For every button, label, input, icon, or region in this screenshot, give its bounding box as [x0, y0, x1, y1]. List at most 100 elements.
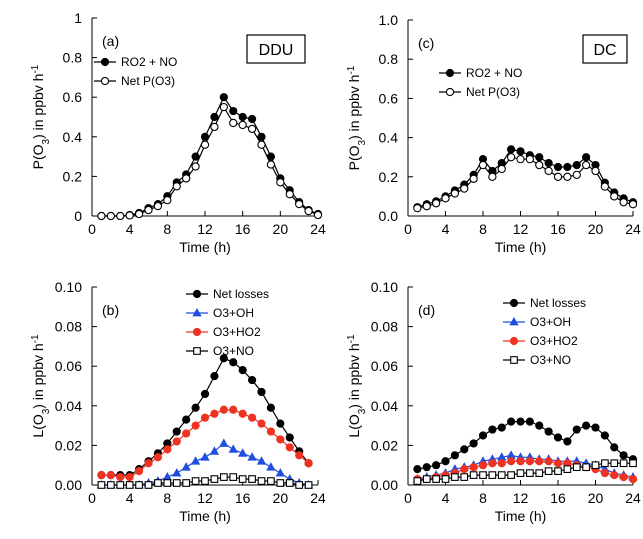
y-tick-label: 0.06: [371, 358, 398, 374]
data-point: [172, 468, 182, 477]
site-label: DDU: [259, 42, 294, 59]
data-point: [469, 439, 478, 448]
data-point: [601, 459, 609, 468]
series-ro2-no: [97, 93, 323, 221]
data-point: [525, 457, 534, 466]
series-line: [417, 156, 634, 209]
y-tick-label: 0: [74, 208, 82, 224]
data-point: [479, 471, 487, 479]
series-line: [417, 421, 634, 470]
data-point: [172, 427, 181, 436]
data-point: [304, 459, 313, 468]
data-point: [191, 162, 200, 171]
panel-label: (a): [102, 33, 119, 49]
data-point: [450, 189, 460, 198]
data-point: [628, 200, 638, 209]
legend-marker: [192, 327, 202, 337]
x-tick-label: 12: [513, 490, 529, 506]
data-point: [413, 465, 422, 474]
data-point: [172, 479, 181, 487]
legend-marker: [192, 307, 202, 317]
data-point: [285, 190, 294, 199]
data-point: [535, 469, 544, 477]
data-point: [600, 431, 609, 440]
legend: RO2 + NO Net P(O3): [439, 66, 522, 99]
panel-label: (c): [418, 35, 434, 51]
panel-label: (d): [418, 302, 435, 318]
data-point: [209, 446, 220, 455]
x-tick-label: 8: [163, 490, 171, 506]
x-tick-label: 8: [479, 490, 487, 506]
data-point: [135, 481, 143, 489]
x-tick-label: 24: [310, 490, 326, 506]
x-tick-label: 24: [625, 490, 641, 506]
data-point: [525, 155, 535, 164]
data-point: [247, 413, 257, 422]
data-point: [257, 387, 266, 397]
series-o3-no: [97, 473, 313, 489]
data-point: [134, 209, 144, 219]
data-point: [247, 124, 257, 134]
x-tick-label: 16: [550, 221, 566, 237]
data-point: [497, 423, 506, 432]
y-tick-label: 0.10: [371, 279, 398, 295]
x-tick-label: 4: [442, 490, 450, 506]
data-point: [228, 444, 238, 453]
x-tick-label: 4: [126, 490, 134, 506]
legend-marker: [509, 298, 519, 308]
legend-marker: [100, 57, 110, 67]
legend-label: O3+OH: [213, 306, 254, 320]
data-point: [295, 481, 304, 489]
legend-marker: [445, 87, 455, 97]
data-point: [432, 475, 440, 483]
x-axis-title: Time (h): [495, 239, 547, 255]
data-point: [210, 112, 219, 122]
data-point: [432, 461, 441, 470]
data-point: [497, 164, 506, 174]
y-tick-label: 1.0: [379, 12, 399, 28]
x-tick-label: 20: [588, 490, 604, 506]
data-point: [267, 477, 275, 485]
data-point: [97, 211, 106, 221]
data-point: [210, 475, 219, 483]
data-point: [422, 463, 431, 472]
x-tick-label: 4: [442, 221, 450, 237]
x-tick-label: 12: [513, 221, 529, 237]
x-tick-label: 24: [625, 221, 641, 237]
legend-marker: [192, 289, 202, 299]
data-point: [172, 437, 181, 446]
x-tick-label: 16: [235, 221, 251, 237]
legend-label: O3+NO: [530, 353, 571, 367]
data-point: [582, 153, 591, 162]
data-point: [516, 417, 525, 426]
data-point: [535, 153, 544, 162]
data-point: [125, 481, 134, 489]
x-tick-label: 4: [126, 221, 134, 237]
series-net-losses: [413, 417, 638, 474]
data-point: [153, 453, 163, 462]
data-point: [219, 354, 228, 363]
data-point: [610, 459, 619, 468]
data-point: [125, 211, 134, 220]
data-point: [163, 479, 172, 487]
data-point: [563, 437, 572, 446]
x-tick-label: 12: [197, 221, 213, 237]
data-point: [628, 474, 638, 484]
legend-label: RO2 + NO: [121, 55, 177, 69]
data-point: [619, 459, 628, 468]
y-axis-title: L(O3) in ppbv h-1: [346, 334, 368, 438]
data-point: [106, 471, 115, 480]
legend-label: Net P(O3): [466, 85, 520, 99]
y-tick-label: 0.04: [55, 398, 82, 414]
data-point: [182, 174, 191, 183]
data-point: [544, 158, 553, 168]
y-tick-label: 0.8: [379, 51, 399, 67]
data-point: [247, 375, 257, 385]
panel-label: (b): [102, 302, 119, 318]
data-point: [116, 211, 125, 221]
data-point: [125, 472, 134, 482]
y-tick-label: 1: [74, 10, 82, 26]
data-point: [413, 477, 422, 485]
legend-label: RO2 + NO: [466, 66, 522, 80]
legend-marker: [510, 356, 518, 364]
